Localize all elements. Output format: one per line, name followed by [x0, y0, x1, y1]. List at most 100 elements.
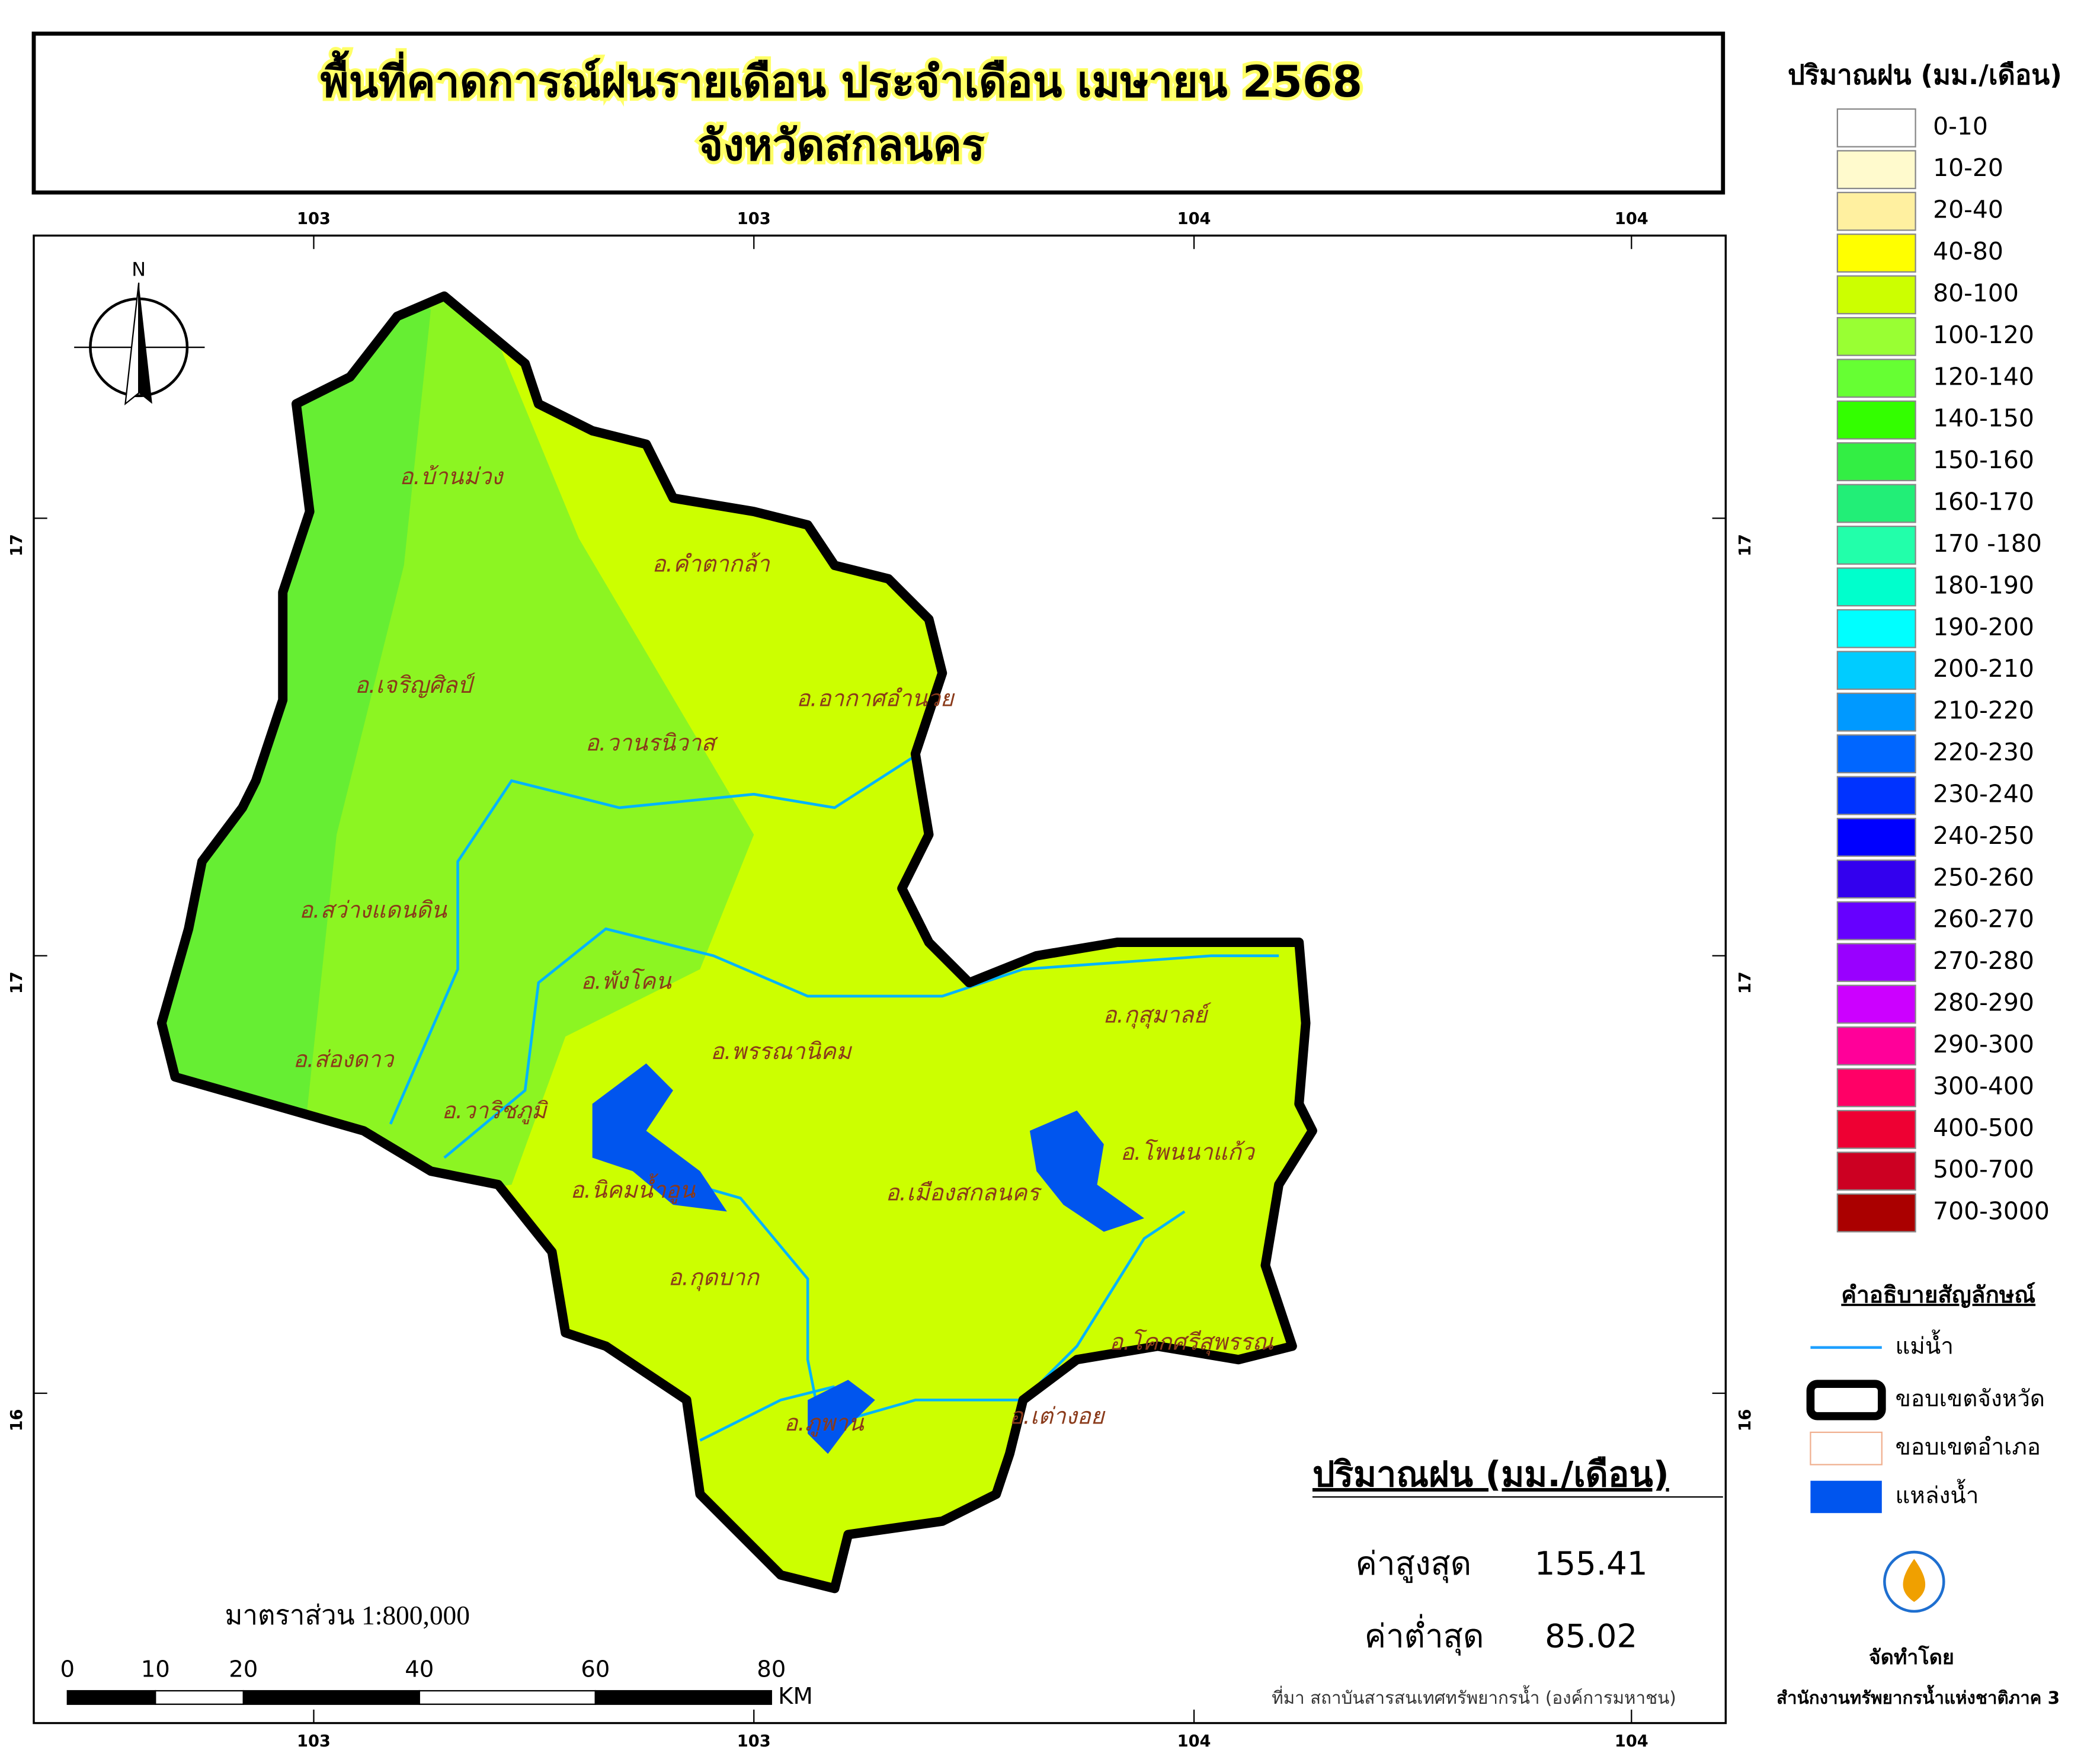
- district-label: อ.นิคมน้ำอูน: [570, 1173, 696, 1204]
- max-value: 155.41: [1535, 1544, 1648, 1582]
- legend-label: 180-190: [1933, 571, 2034, 599]
- legend-label: 250-260: [1933, 863, 2034, 891]
- district-label: อ.พรรณานิคม: [710, 1038, 853, 1065]
- scale-tick-label: 20: [229, 1656, 258, 1682]
- legend-swatch: [1836, 1068, 1916, 1108]
- district-label: อ.กุสุมาลย์: [1103, 1002, 1212, 1029]
- legend-label: 300-400: [1933, 1071, 2034, 1100]
- legend-swatch: [1836, 651, 1916, 690]
- sym-water: [1810, 1480, 1882, 1514]
- legend-swatch: [1836, 108, 1916, 148]
- grid-label: 104: [1615, 1732, 1648, 1750]
- district-label: อ.โพนนาแก้ว: [1121, 1139, 1256, 1166]
- legend-label: 160-170: [1933, 488, 2034, 516]
- river: [443, 927, 1279, 1159]
- legend-swatch: [1836, 734, 1916, 773]
- lake: [1029, 1111, 1145, 1232]
- legend-swatch: [1836, 484, 1916, 523]
- grid-label: 104: [1177, 1732, 1211, 1750]
- title: พื้นที่คาดการณ์ฝนรายเดือน ประจำเดือน เมษ…: [321, 50, 1362, 107]
- legend-swatch: [1836, 1193, 1916, 1233]
- legend-swatch: [1836, 1109, 1916, 1149]
- legend-label: 230-240: [1933, 779, 2034, 808]
- legend-swatch: [1836, 400, 1916, 440]
- scale-tick-label: 0: [60, 1656, 75, 1682]
- district-label: อ.วานรนิวาส: [585, 730, 719, 757]
- legend-swatch: [1836, 943, 1916, 983]
- river: [699, 1385, 835, 1442]
- legend-swatch: [1836, 609, 1916, 648]
- district-label: อ.ส่องดาว: [293, 1046, 395, 1073]
- legend-label: 270-280: [1933, 946, 2034, 975]
- legend-label: 220-230: [1933, 738, 2034, 766]
- legend-label: 290-300: [1933, 1030, 2034, 1058]
- legend-swatch: [1836, 984, 1916, 1024]
- grid-label: 103: [737, 1732, 771, 1750]
- reservoir: [592, 1063, 727, 1212]
- district-label: อ.พังโคน: [581, 968, 672, 995]
- north-arrow: N: [74, 259, 205, 406]
- scale-tick-label: 80: [757, 1656, 786, 1682]
- legend-label: 700-3000: [1933, 1197, 2050, 1226]
- scale-segment: [242, 1690, 420, 1705]
- legend-swatch: [1836, 692, 1916, 732]
- logo-drop: [1903, 1559, 1926, 1602]
- legend-swatch: [1836, 817, 1916, 857]
- min-value: 85.02: [1545, 1617, 1637, 1655]
- scale-text: มาตราส่วน 1:800,000: [225, 1601, 470, 1630]
- symbol-label: ขอบเขตอำเภอ: [1896, 1434, 2041, 1461]
- legend-swatch: [1836, 275, 1916, 315]
- district-label: อ.เจริญศิลป์: [355, 672, 476, 699]
- grid-label: 103: [737, 210, 771, 228]
- agency: สำนักงานทรัพยากรน้ำแห่งชาติภาค 3: [1776, 1685, 2060, 1708]
- grid-label: 104: [1615, 210, 1648, 228]
- sym-district: [1810, 1431, 1883, 1466]
- legend-swatch: [1836, 359, 1916, 398]
- legend-swatch: [1836, 233, 1916, 273]
- legend-label: 0-10: [1933, 112, 1988, 140]
- grid-label: 104: [1177, 210, 1211, 228]
- grid-label: 17: [8, 534, 26, 556]
- grid-label: 17: [8, 971, 26, 994]
- grid-label: 16: [8, 1409, 26, 1432]
- district-label: อ.คำตากล้า: [652, 551, 770, 578]
- legend-swatch: [1836, 1026, 1916, 1066]
- legend-swatch: [1836, 859, 1916, 899]
- legend-swatch: [1836, 316, 1916, 356]
- legend-swatch: [1836, 442, 1916, 482]
- legend-label: 150-160: [1933, 446, 2034, 474]
- arrow-right: [139, 283, 152, 404]
- district-label: อ.วาริชภูมิ: [442, 1098, 549, 1125]
- legend-swatch: [1836, 567, 1916, 607]
- scale-segment: [594, 1690, 772, 1705]
- max-label: ค่าสูงสุด: [1356, 1544, 1472, 1583]
- scale-tick-label: 10: [141, 1656, 170, 1682]
- title-box: [31, 31, 1726, 195]
- legend-label: 280-290: [1933, 988, 2034, 1017]
- rain-legend-title: ปริมาณฝน (มม./เดือน): [1788, 59, 2062, 91]
- sym-province: [1806, 1380, 1886, 1421]
- symbol-label: ขอบเขตจังหวัด: [1896, 1386, 2045, 1412]
- district-label: อ.เต่างอย: [1009, 1403, 1105, 1429]
- legend-label: 100-120: [1933, 321, 2034, 349]
- source: ที่มา สถาบันสารสนเทศทรัพยากรน้ำ (องค์การ…: [1272, 1685, 1676, 1708]
- stats-title: ปริมาณฝน (มม./เดือน): [1312, 1454, 1669, 1495]
- district-label: อ.กุดบาก: [668, 1264, 760, 1291]
- symbol-label: แม่น้ำ: [1896, 1329, 1954, 1359]
- grid-label: 17: [1736, 971, 1755, 994]
- symbol-legend-title: คำอธิบายสัญลักษณ์: [1841, 1282, 2035, 1308]
- scale-tick-label: 60: [581, 1656, 610, 1682]
- legend-swatch: [1836, 191, 1916, 231]
- grid-label: 16: [1736, 1409, 1755, 1432]
- river: [645, 1170, 1186, 1429]
- district-label: อ.บ้านม่วง: [399, 463, 504, 490]
- district-label: อ.โคกศรีสุพรรณ: [1109, 1329, 1274, 1356]
- legend-label: 80-100: [1933, 279, 2019, 307]
- scale-unit: KM: [778, 1683, 813, 1710]
- min-label: ค่าต่ำสุด: [1365, 1614, 1484, 1656]
- logo: [1883, 1550, 1945, 1613]
- legend-label: 260-270: [1933, 905, 2034, 933]
- legend-swatch: [1836, 1151, 1916, 1191]
- legend-swatch: [1836, 901, 1916, 940]
